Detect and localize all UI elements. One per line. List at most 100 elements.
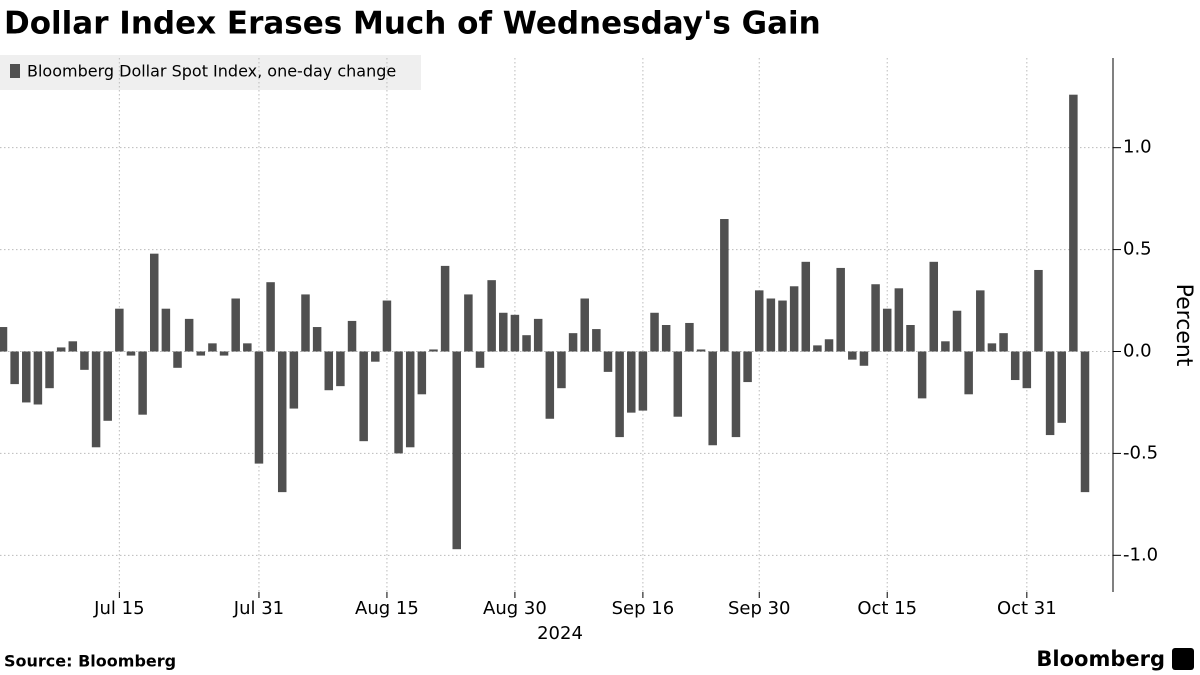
- bar: [452, 351, 461, 550]
- bar: [964, 351, 973, 395]
- bar: [103, 351, 112, 421]
- bar: [708, 351, 717, 446]
- bar: [359, 351, 368, 442]
- bar: [68, 341, 78, 352]
- x-tick-label: Aug 30: [483, 598, 547, 619]
- y-tick-label: 0.0: [1123, 340, 1152, 361]
- bar: [301, 294, 310, 352]
- bar: [22, 351, 31, 403]
- bar: [836, 267, 845, 352]
- year-label: 2024: [537, 623, 583, 644]
- bar: [1069, 94, 1078, 352]
- bar: [638, 351, 648, 411]
- bar: [661, 325, 671, 352]
- bar: [789, 286, 799, 352]
- bar: [696, 349, 706, 352]
- bar: [743, 351, 752, 383]
- bar: [45, 351, 54, 389]
- bar: [766, 298, 776, 352]
- bar: [405, 351, 415, 448]
- brand-icon: [1172, 648, 1194, 670]
- x-tick-label: Oct 15: [857, 598, 917, 619]
- legend-label: Bloomberg Dollar Spot Index, one-day cha…: [27, 62, 396, 81]
- bar: [1010, 351, 1020, 381]
- bar: [720, 219, 729, 352]
- bar: [533, 318, 543, 352]
- bar: [138, 351, 147, 415]
- bar: [254, 351, 264, 464]
- bar: [80, 351, 89, 370]
- bar: [813, 345, 822, 352]
- bar: [1045, 351, 1055, 436]
- bar: [627, 351, 636, 413]
- legend: [0, 55, 421, 90]
- bar: [219, 351, 229, 356]
- y-tick-label: -1.0: [1123, 544, 1158, 565]
- bar: [545, 351, 555, 419]
- bar: [347, 320, 357, 352]
- bar: [568, 333, 578, 352]
- source: Source: Bloomberg: [4, 652, 176, 671]
- bar: [266, 282, 275, 352]
- bar: [580, 298, 589, 352]
- bar: [173, 351, 182, 368]
- bar: [1034, 269, 1043, 352]
- bar: [324, 351, 334, 391]
- bar: [487, 280, 496, 352]
- bar: [382, 300, 392, 352]
- bar: [499, 312, 508, 352]
- bar: [277, 351, 287, 493]
- x-tick-label: Oct 31: [997, 598, 1057, 619]
- chart-title: Dollar Index Erases Much of Wednesday's …: [4, 6, 821, 42]
- bar: [650, 312, 659, 352]
- bar: [312, 327, 322, 352]
- bar: [161, 308, 171, 352]
- bar: [929, 261, 939, 352]
- bar: [952, 310, 962, 352]
- bar: [417, 351, 427, 395]
- bar: [906, 325, 915, 352]
- y-tick-label: -0.5: [1123, 442, 1158, 463]
- bar: [475, 351, 485, 368]
- bar: [196, 351, 206, 356]
- bar: [231, 298, 240, 352]
- bar: [1022, 351, 1032, 389]
- bar: [56, 347, 66, 352]
- bar: [603, 351, 613, 372]
- bar: [731, 351, 741, 438]
- bar: [126, 351, 136, 356]
- bar: [801, 261, 811, 352]
- bar: [371, 351, 380, 362]
- x-tick-label: Aug 15: [355, 598, 419, 619]
- bar: [429, 349, 438, 352]
- bar: [848, 351, 857, 360]
- bar: [976, 290, 985, 352]
- bar: [149, 253, 159, 352]
- bar: [941, 341, 950, 352]
- bar: [208, 343, 217, 352]
- brand: Bloomberg: [1036, 647, 1165, 671]
- bar: [987, 343, 997, 352]
- x-tick-label: Sep 30: [728, 598, 791, 619]
- bar: [882, 308, 892, 352]
- bar: [115, 308, 124, 352]
- bar: [1057, 351, 1066, 423]
- bar: [243, 343, 252, 352]
- bar: [685, 322, 694, 352]
- bar: [778, 300, 787, 352]
- bar: [824, 339, 834, 352]
- y-axis-label: Percent: [1171, 284, 1196, 367]
- bar: [557, 351, 566, 389]
- bar: [859, 351, 869, 366]
- bar: [522, 335, 531, 352]
- legend-swatch: [10, 64, 20, 78]
- bar: [754, 290, 764, 352]
- bar: [336, 351, 345, 387]
- bar: [673, 351, 683, 417]
- x-tick-label: Jul 15: [93, 598, 144, 619]
- bar: [289, 351, 299, 409]
- bar: [91, 351, 101, 448]
- bar: [510, 314, 520, 352]
- bar: [592, 329, 601, 352]
